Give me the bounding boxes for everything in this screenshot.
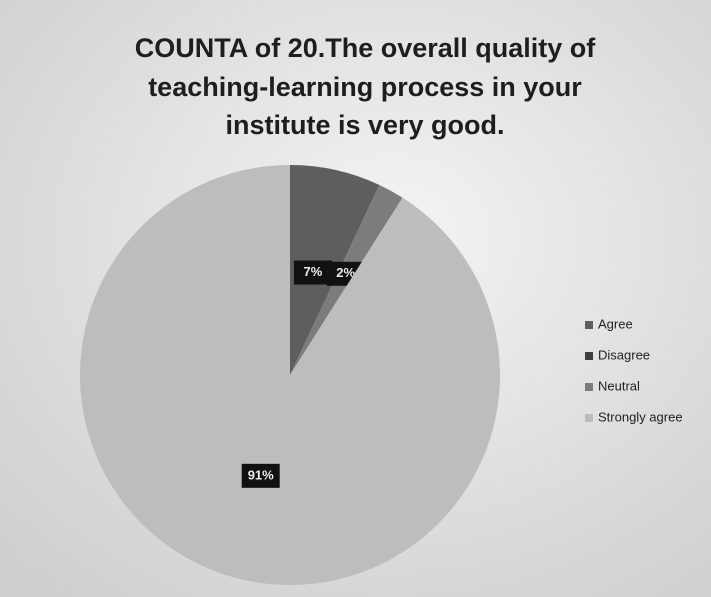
chart-title: teaching-learning process in your — [148, 72, 582, 102]
chart-title: institute is very good. — [225, 110, 504, 140]
legend-swatch — [585, 321, 593, 329]
data-label-box — [241, 463, 280, 488]
legend-swatch — [585, 414, 593, 422]
data-label: 91% — [248, 467, 274, 482]
legend-label: Neutral — [598, 378, 640, 393]
legend-label: Disagree — [598, 347, 650, 362]
legend-swatch — [585, 383, 593, 391]
data-label: 2% — [336, 265, 355, 280]
data-label: 7% — [304, 264, 323, 279]
chart-title: COUNTA of 20.The overall quality of — [135, 33, 597, 63]
data-label-box — [293, 260, 332, 285]
legend-label: Strongly agree — [598, 409, 683, 424]
legend-label: Agree — [598, 316, 633, 331]
pie-slice — [79, 165, 501, 586]
legend-swatch — [585, 352, 593, 360]
